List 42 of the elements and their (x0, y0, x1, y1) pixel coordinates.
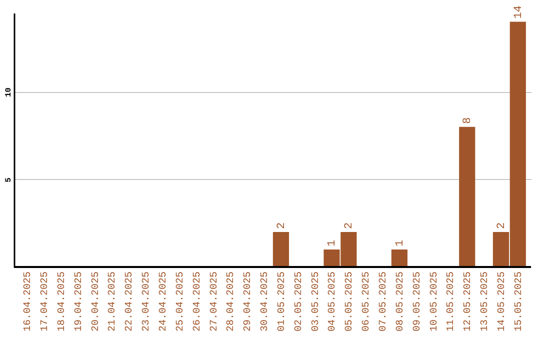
data-label: 2 (276, 222, 288, 229)
x-tick-label: 22.04.2025 (124, 272, 136, 332)
x-tick-label: 08.05.2025 (395, 272, 406, 332)
x-tick-label: 03.05.2025 (310, 272, 322, 332)
x-tick-label: 02.05.2025 (294, 272, 305, 332)
x-tick-label: 26.04.2025 (192, 272, 204, 332)
x-tick-label: 11.05.2025 (446, 272, 458, 332)
x-tick-label: 12.05.2025 (463, 272, 474, 332)
x-tick-label: 29.04.2025 (243, 272, 254, 332)
x-tick-label: 14.05.2025 (496, 272, 508, 332)
data-label: 14 (512, 5, 525, 19)
x-tick-label: 18.04.2025 (56, 272, 68, 332)
y-tick-label: 5 (4, 177, 14, 182)
x-tick-label: 06.05.2025 (362, 272, 373, 332)
x-tick-label: 10.05.2025 (429, 272, 440, 332)
x-tick-label: 25.04.2025 (175, 272, 186, 332)
x-tick-label: 30.04.2025 (260, 272, 272, 332)
x-tick-label: 09.05.2025 (412, 272, 424, 332)
bar (459, 126, 476, 267)
x-tick-label: 13.05.2025 (480, 272, 492, 332)
x-tick-label: 28.04.2025 (226, 272, 238, 332)
bar (272, 232, 289, 267)
data-label: 2 (344, 222, 356, 229)
x-tick-label: 05.05.2025 (344, 272, 356, 332)
x-tick-label: 20.04.2025 (90, 272, 102, 332)
x-tick-label: 23.04.2025 (142, 272, 153, 332)
x-tick-label: 17.04.2025 (40, 272, 52, 332)
data-label: 1 (326, 239, 339, 246)
y-tick-label: 10 (4, 87, 14, 98)
data-label: 8 (462, 117, 474, 124)
x-tick-label: 21.04.2025 (108, 272, 119, 332)
x-tick-label: 24.04.2025 (158, 272, 170, 332)
x-tick-label: 01.05.2025 (276, 272, 288, 332)
bar (391, 249, 408, 267)
x-tick-label: 04.05.2025 (328, 272, 339, 332)
data-label: 2 (496, 222, 508, 229)
data-label: 1 (394, 239, 406, 246)
x-tick-label: 19.04.2025 (74, 272, 85, 332)
x-tick-label: 15.05.2025 (514, 272, 525, 332)
x-tick-label: 07.05.2025 (378, 272, 390, 332)
x-tick-label: 27.04.2025 (209, 272, 220, 332)
x-tick-label: 16.04.2025 (23, 272, 34, 332)
